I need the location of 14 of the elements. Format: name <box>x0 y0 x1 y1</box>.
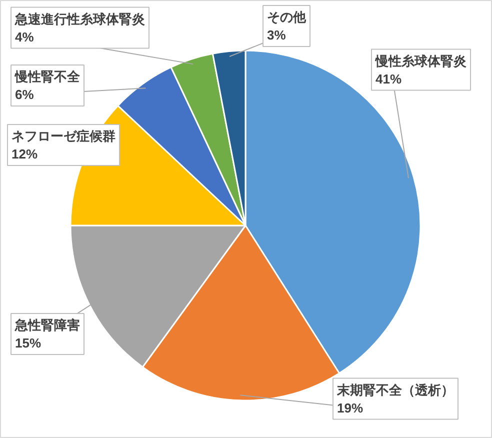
slice-label: その他 <box>267 10 307 24</box>
data-label: 6% <box>15 87 34 102</box>
slice-label: 末期腎不全（透析） <box>336 382 454 398</box>
slice-label: 慢性腎不全 <box>14 69 81 84</box>
slice-label: ネフローゼ症候群 <box>12 128 116 144</box>
data-label: 3% <box>267 28 286 42</box>
data-label: 19% <box>337 400 364 416</box>
data-label: 12% <box>12 146 38 162</box>
slice-label: 慢性糸球体腎炎 <box>374 53 466 68</box>
data-label: 15% <box>15 336 42 350</box>
slice-label: 急速進行性糸球体腎炎 <box>14 11 145 26</box>
data-label: 41% <box>376 71 402 86</box>
data-label: 4% <box>15 29 34 44</box>
slice-label: 急性腎障害 <box>14 318 80 332</box>
